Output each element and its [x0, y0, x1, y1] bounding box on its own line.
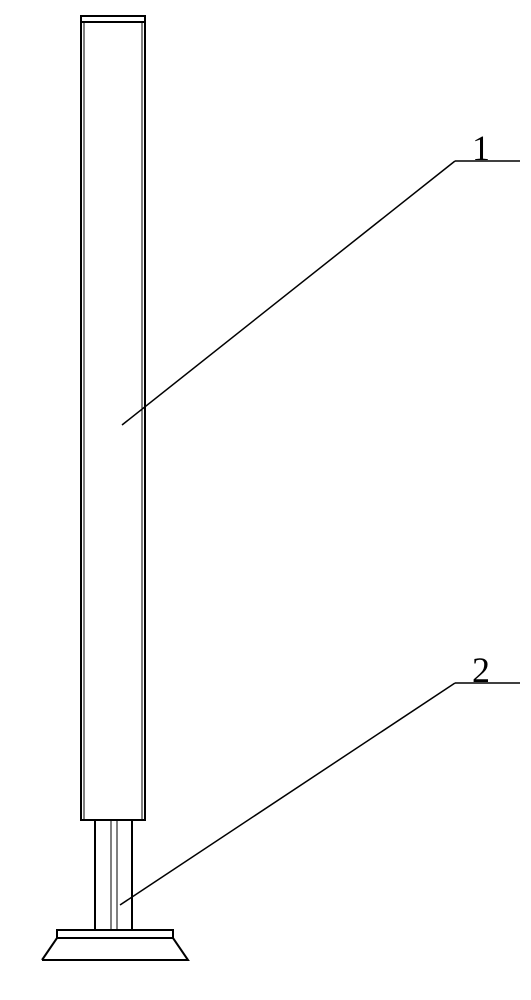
column-body — [81, 22, 145, 820]
technical-diagram: 12 — [0, 0, 531, 1000]
leader-line-2-0 — [120, 683, 455, 905]
foot-top-plate — [57, 930, 173, 938]
label-2: 2 — [472, 650, 490, 690]
label-1: 1 — [472, 128, 490, 168]
leader-line-1-0 — [122, 161, 455, 425]
foot-trapezoid — [42, 938, 188, 960]
